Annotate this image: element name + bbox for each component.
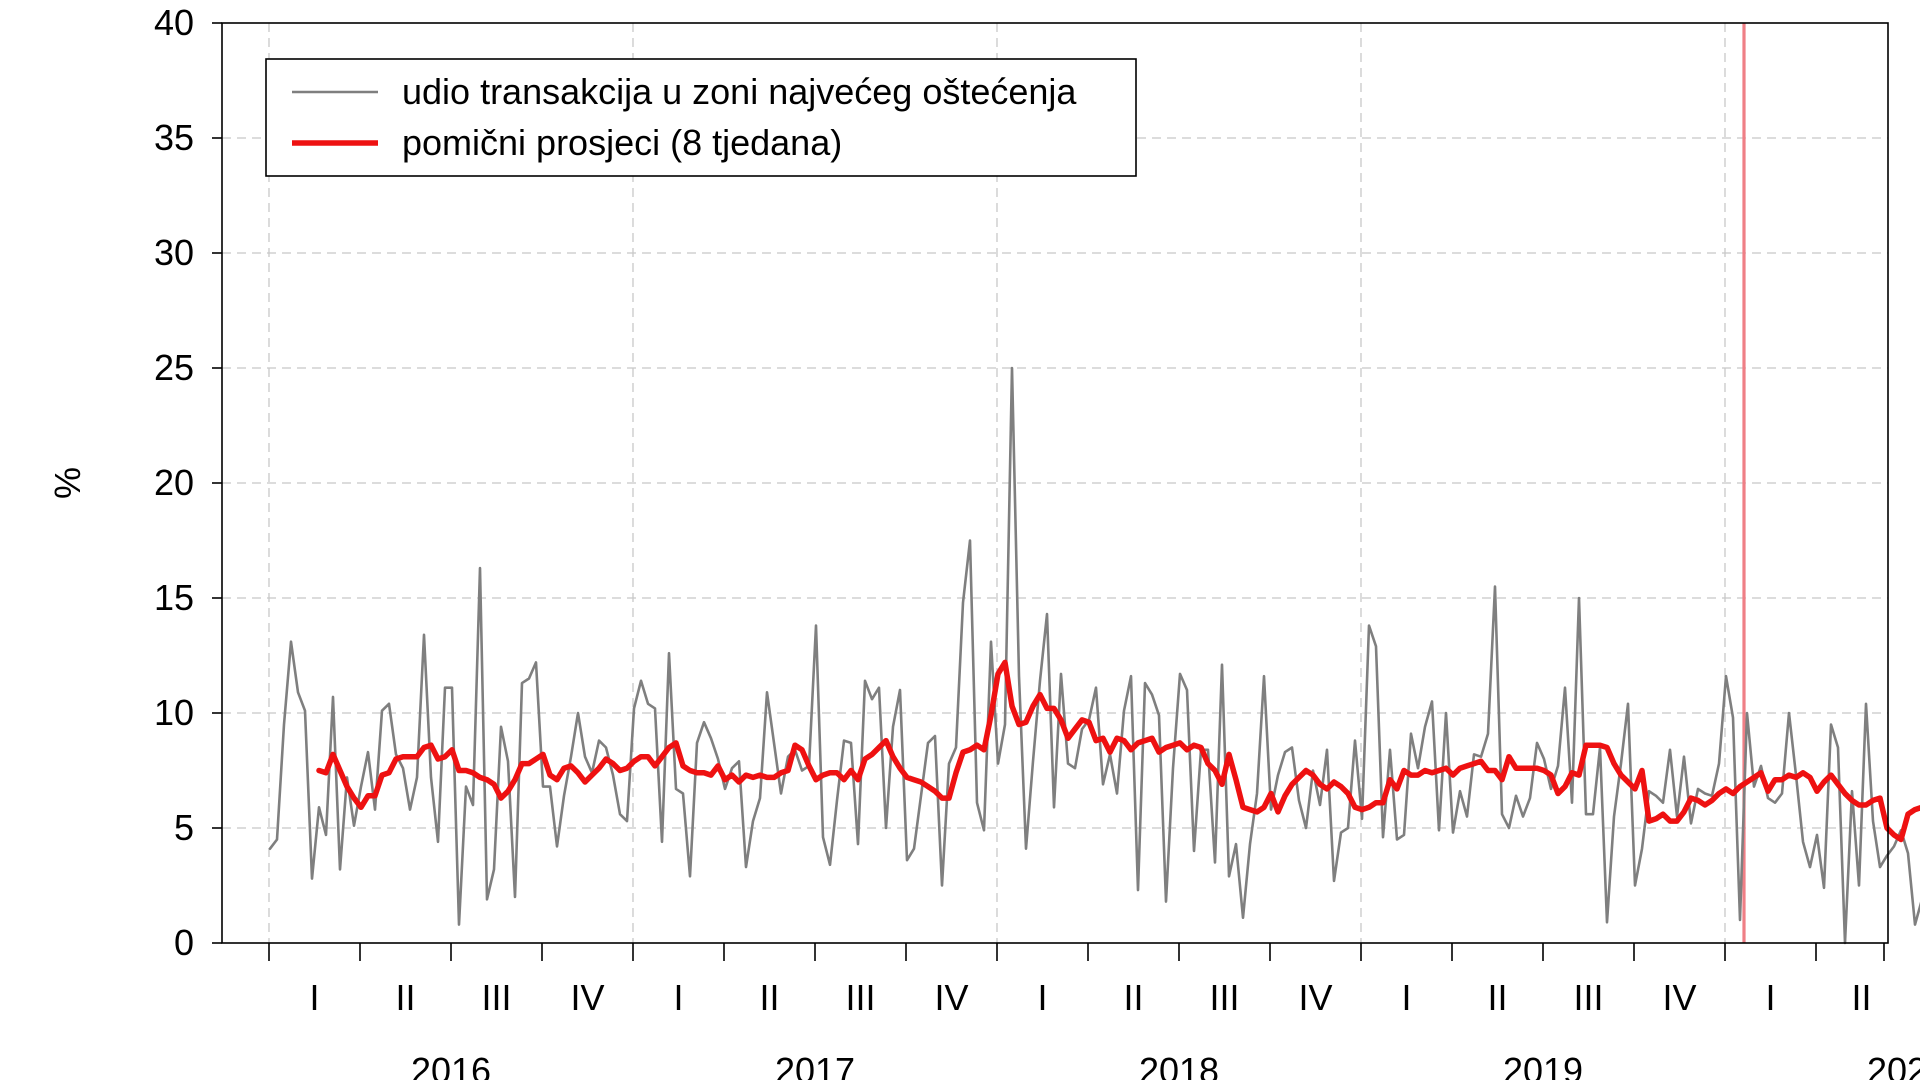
x-quarter-label: I	[309, 977, 319, 1018]
x-quarter-label: I	[1401, 977, 1411, 1018]
y-tick-label: 15	[154, 577, 194, 618]
x-quarter-label: II	[1851, 977, 1871, 1018]
y-tick-label: 25	[154, 347, 194, 388]
y-axis: 0 5 10 15 20 25 30 35 40	[154, 2, 222, 963]
x-year-label: 2016	[411, 1050, 491, 1080]
x-quarter-label: II	[1487, 977, 1507, 1018]
x-quarter-label: II	[395, 977, 415, 1018]
y-tick-label: 10	[154, 692, 194, 733]
x-year-label: 2017	[775, 1050, 855, 1080]
x-quarter-label: III	[1209, 977, 1239, 1018]
y-tick-label: 30	[154, 232, 194, 273]
y-tick-label: 35	[154, 117, 194, 158]
x-quarter-label: II	[759, 977, 779, 1018]
x-year-label: 2020	[1867, 1050, 1920, 1080]
x-quarter-label: I	[673, 977, 683, 1018]
x-quarter-label: III	[481, 977, 511, 1018]
x-year-label: 2019	[1503, 1050, 1583, 1080]
series-line-share	[268, 366, 1920, 945]
legend-label-moving-average: pomični prosjeci (8 tjedana)	[402, 122, 842, 163]
legend-box	[265, 58, 1137, 177]
y-tick-label: 0	[174, 922, 194, 963]
x-quarter-label: I	[1037, 977, 1047, 1018]
y-tick-label: 5	[174, 807, 194, 848]
x-quarter-label: III	[845, 977, 875, 1018]
x-quarter-label: IV	[1298, 977, 1332, 1018]
series-line-moving-average	[316, 659, 1920, 843]
series-layer	[268, 366, 1920, 945]
x-quarter-label: III	[1573, 977, 1603, 1018]
x-quarter-label: IV	[570, 977, 604, 1018]
legend: udio transakcija u zoni najvećeg oštećen…	[265, 58, 1137, 177]
x-year-label: 2018	[1139, 1050, 1219, 1080]
y-axis-title: %	[47, 467, 88, 499]
x-quarter-label: I	[1765, 977, 1775, 1018]
legend-label-share: udio transakcija u zoni najvećeg oštećen…	[402, 71, 1077, 112]
y-tick-label: 40	[154, 2, 194, 43]
y-tick-label: 20	[154, 462, 194, 503]
x-quarter-label: II	[1123, 977, 1143, 1018]
x-quarter-label: IV	[1662, 977, 1696, 1018]
x-quarter-label: IV	[934, 977, 968, 1018]
